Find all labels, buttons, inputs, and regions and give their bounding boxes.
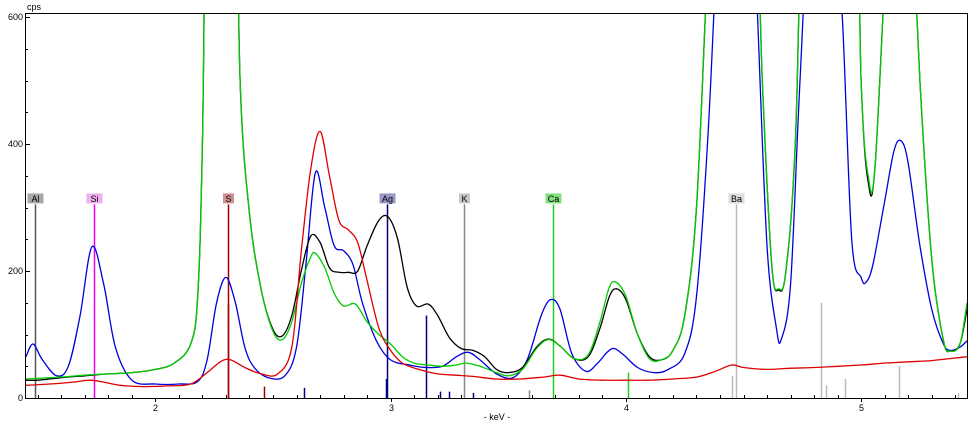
plot-frame	[25, 13, 968, 399]
x-axis-label: - keV -	[484, 412, 511, 422]
y-tick-label: 600	[8, 12, 23, 22]
element-marker-label-ag: Ag	[382, 194, 393, 204]
element-marker-label-k: K	[461, 194, 467, 204]
element-marker-label-ca: Ca	[548, 194, 560, 204]
y-tick-label: 0	[18, 393, 23, 403]
axes-layer: 0 200 400 600 2 3 4 5	[8, 12, 956, 413]
x-tick-label: 4	[624, 403, 629, 413]
element-marker-label-al: Al	[31, 194, 39, 204]
spectrum-series-3	[26, 14, 967, 380]
element-marker-box-s	[223, 193, 234, 204]
element-marker-box-k	[459, 193, 470, 204]
element-marker-label-ba: Ba	[731, 194, 742, 204]
x-tick-label: 5	[859, 403, 864, 413]
y-tick-label: 400	[8, 139, 23, 149]
element-marker-box-al	[27, 193, 44, 204]
spectrum-series-2	[26, 14, 967, 382]
minor-lines-layer	[227, 302, 960, 398]
element-marker-label-si: Si	[90, 194, 98, 204]
element-marker-box-si	[86, 193, 103, 204]
spectrum-series-1	[26, 14, 967, 386]
x-tick-label: 3	[389, 403, 394, 413]
element-marker-box-ag	[379, 193, 396, 204]
element-marker-labels-layer: Al Si S Ag K Ca Ba	[27, 193, 745, 204]
y-axis-label: cps	[27, 2, 42, 12]
element-marker-box-ba	[728, 193, 745, 204]
element-marker-box-ca	[545, 193, 562, 204]
series-layer	[26, 14, 967, 388]
y-tick-label: 200	[8, 266, 23, 276]
element-marker-lines-layer	[34, 204, 738, 398]
spectrum-series-4	[26, 130, 967, 388]
element-marker-label-s: S	[225, 194, 231, 204]
x-tick-label: 2	[153, 403, 158, 413]
